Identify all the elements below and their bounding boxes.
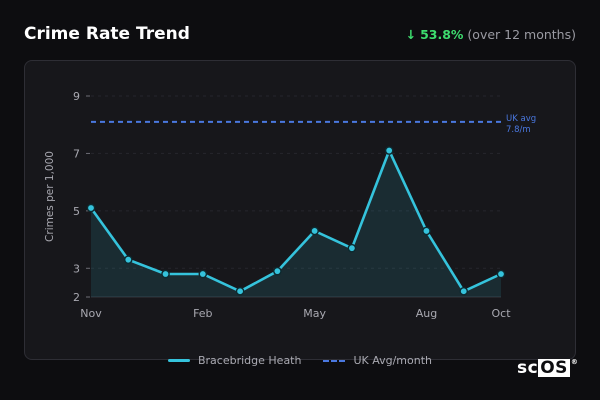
data-point (310, 226, 319, 236)
data-point (347, 243, 357, 253)
data-point (422, 226, 431, 236)
series-area (91, 150, 501, 297)
y-tick-label: 7 (73, 147, 80, 160)
data-point (459, 286, 469, 296)
grid-layer (91, 95, 501, 269)
data-point (273, 266, 282, 276)
y-tick-label: 9 (73, 90, 80, 103)
x-tick-label: Oct (491, 307, 511, 320)
legend-label-reference: UK Avg/month (353, 354, 433, 367)
axis-layer: 2 3 5 7 9 Nov Feb May Aug Oct (73, 90, 511, 320)
data-point (198, 269, 208, 279)
solid-line-swatch-icon (167, 359, 190, 362)
y-tick-label: 2 (73, 291, 80, 304)
legend-label-series: Bracebridge Heath (197, 354, 302, 367)
data-points (86, 146, 506, 296)
data-point (235, 286, 245, 296)
dashed-line-swatch-icon (323, 359, 346, 362)
change-percent: 53.8% (420, 27, 464, 42)
change-indicator: ↓ 53.8% (over 12 months) (406, 27, 576, 42)
legend-item-series[interactable]: Bracebridge Heath (167, 354, 302, 367)
legend-item-reference[interactable]: UK Avg/month (323, 354, 432, 367)
x-tick-label: Nov (80, 307, 102, 320)
y-tick-label: 3 (73, 262, 80, 275)
series-line (89, 149, 502, 293)
change-period: (over 12 months) (467, 27, 576, 42)
brand-logo: sc OS ® (517, 358, 579, 378)
uk-average-label: UK avg (506, 114, 536, 124)
x-tick-label: May (303, 307, 326, 320)
data-point (384, 146, 394, 155)
data-point (161, 269, 170, 279)
chart-card (24, 60, 576, 360)
data-point (86, 203, 96, 213)
data-point (496, 269, 506, 279)
uk-average-value-label: 7.8/m (506, 125, 531, 135)
legend: Bracebridge Heath UK Avg/month (0, 354, 600, 367)
chart-title: Crime Rate Trend (24, 24, 190, 44)
x-tick-label: Aug (416, 307, 437, 320)
x-tick-label: Feb (193, 307, 212, 320)
down-arrow-icon: ↓ (405, 27, 417, 42)
y-tick-label: 5 (73, 205, 80, 218)
y-axis-title: Crimes per 1,000 (44, 151, 56, 242)
data-point (123, 255, 133, 264)
